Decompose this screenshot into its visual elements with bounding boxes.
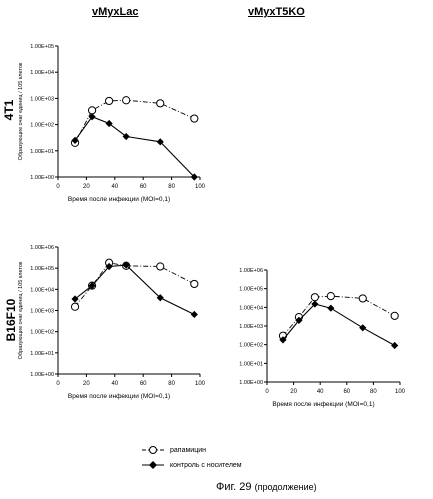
data-point-vehicle-control xyxy=(359,324,367,332)
x-tick-label: 60 xyxy=(343,389,350,395)
figure-caption: Фиг. 29 (продолжение) xyxy=(216,481,317,493)
data-point-rapamycin xyxy=(87,106,97,115)
y-tick-label: 1.00E+02 xyxy=(30,123,54,129)
legend-marker-filled-diamond xyxy=(142,461,164,469)
x-tick-label: 40 xyxy=(111,184,118,190)
legend-item-vehicle-control: контроль с носителем xyxy=(142,460,242,470)
x-tick-label: 40 xyxy=(111,381,118,387)
column-title-vmyxt5ko: vMyxT5KO xyxy=(248,6,305,18)
data-point-vehicle-control xyxy=(105,262,113,271)
x-tick-label: 80 xyxy=(370,389,377,395)
y-tick-label: 1.00E+04 xyxy=(30,70,54,76)
y-tick-label: 1.00E+00 xyxy=(30,372,54,378)
y-tick-label: 1.00E+06 xyxy=(30,245,54,251)
data-point-rapamycin xyxy=(326,291,335,301)
y-tick-label: 1.00E+03 xyxy=(30,309,54,315)
data-point-rapamycin xyxy=(70,302,80,311)
y-tick-label: 1.00E+01 xyxy=(239,361,263,367)
y-tick-label: 1.00E+00 xyxy=(239,380,263,386)
data-point-vehicle-control xyxy=(105,119,113,128)
y-tick-label: 1.00E+05 xyxy=(239,287,263,293)
x-tick-label: 0 xyxy=(265,389,269,395)
column-title-vmyxlac: vMyxLac xyxy=(92,6,139,18)
y-tick-label: 1.00E+03 xyxy=(239,324,263,330)
x-axis-label: Время после инфекции (MOI=0,1) xyxy=(68,196,170,203)
data-point-rapamycin xyxy=(156,262,165,271)
x-tick-label: 80 xyxy=(168,381,175,387)
y-axis-label: Образующие очаг единиц / 105 клеток xyxy=(18,261,24,359)
legend-label-rapamycin: рапамицин xyxy=(170,446,206,454)
data-point-vehicle-control xyxy=(391,341,399,350)
x-tick-label: 40 xyxy=(317,389,324,395)
data-point-vehicle-control xyxy=(327,304,335,312)
data-point-rapamycin xyxy=(156,99,165,108)
y-tick-label: 1.00E+00 xyxy=(30,175,54,181)
series-line-vehicle-control xyxy=(282,303,395,346)
x-tick-label: 0 xyxy=(56,184,60,190)
chart-b16f10-vmyxt5ko: 1.00E+00 1.00E+01 1.00E+02 1.00E+03 1.00E+04… xyxy=(239,268,406,408)
data-point-rapamycin xyxy=(190,279,199,289)
x-tick-label: 100 xyxy=(195,381,206,387)
legend-marker-open-circle xyxy=(142,446,164,454)
x-tick-label: 100 xyxy=(395,389,406,395)
data-point-vehicle-control xyxy=(88,113,96,121)
series-line-rapamycin xyxy=(74,262,195,308)
data-point-rapamycin xyxy=(122,96,131,105)
data-point-vehicle-control xyxy=(71,295,79,303)
x-tick-label: 20 xyxy=(83,184,90,190)
x-tick-label: 80 xyxy=(168,184,175,190)
data-point-vehicle-control xyxy=(122,132,130,141)
data-point-vehicle-control xyxy=(190,310,198,319)
x-tick-label: 20 xyxy=(83,381,90,387)
x-tick-label: 0 xyxy=(56,381,60,387)
series-line-vehicle-control xyxy=(74,116,195,178)
y-tick-label: 1.00E+05 xyxy=(30,44,54,50)
legend-item-rapamycin: рапамицин xyxy=(142,445,206,455)
x-tick-label: 20 xyxy=(290,389,297,395)
caption-main: Фиг. 29 xyxy=(216,481,252,493)
data-point-rapamycin xyxy=(190,114,199,123)
x-axis-label: Время после инфекции (MOI=0,1) xyxy=(272,401,374,408)
series-line-rapamycin xyxy=(74,99,195,144)
chart-b16f10-vmyxlac: 1.00E+00 1.00E+01 1.00E+02 1.00E+03 1.00E+04… xyxy=(18,245,206,400)
x-axis-label: Время после инфекции (MOI=0,1) xyxy=(68,393,170,400)
y-tick-label: 1.00E+01 xyxy=(30,149,54,155)
y-tick-label: 1.00E+04 xyxy=(30,287,54,293)
legend-label-vehicle-control: контроль с носителем xyxy=(170,461,242,469)
data-point-vehicle-control xyxy=(156,138,164,146)
data-point-vehicle-control xyxy=(71,136,79,144)
caption-sub: (продолжение) xyxy=(254,482,317,492)
data-point-rapamycin xyxy=(390,311,399,320)
data-point-vehicle-control xyxy=(311,300,319,308)
row-label-4t1: 4T1 xyxy=(2,99,16,121)
x-tick-label: 60 xyxy=(140,381,147,387)
data-point-rapamycin xyxy=(310,293,319,302)
data-point-rapamycin xyxy=(358,294,367,303)
y-tick-label: 1.00E+02 xyxy=(239,343,263,349)
y-tick-label: 1.00E+05 xyxy=(30,266,54,272)
y-tick-label: 1.00E+04 xyxy=(239,305,263,311)
data-point-rapamycin xyxy=(105,96,114,106)
data-point-vehicle-control xyxy=(190,173,198,181)
y-tick-label: 1.00E+02 xyxy=(30,330,54,336)
y-axis-label: Образующие очаг единиц / 105 клеток xyxy=(18,62,24,160)
x-tick-label: 100 xyxy=(195,184,206,190)
y-tick-label: 1.00E+03 xyxy=(30,96,54,102)
series-line-vehicle-control xyxy=(74,264,195,315)
y-tick-label: 1.00E+06 xyxy=(239,268,263,274)
x-tick-label: 60 xyxy=(140,184,147,190)
chart-4t1-vmyxlac: 1.00E+00 1.00E+01 1.00E+02 1.00E+03 1.00E+04… xyxy=(18,44,206,203)
y-tick-label: 1.00E+01 xyxy=(30,351,54,357)
